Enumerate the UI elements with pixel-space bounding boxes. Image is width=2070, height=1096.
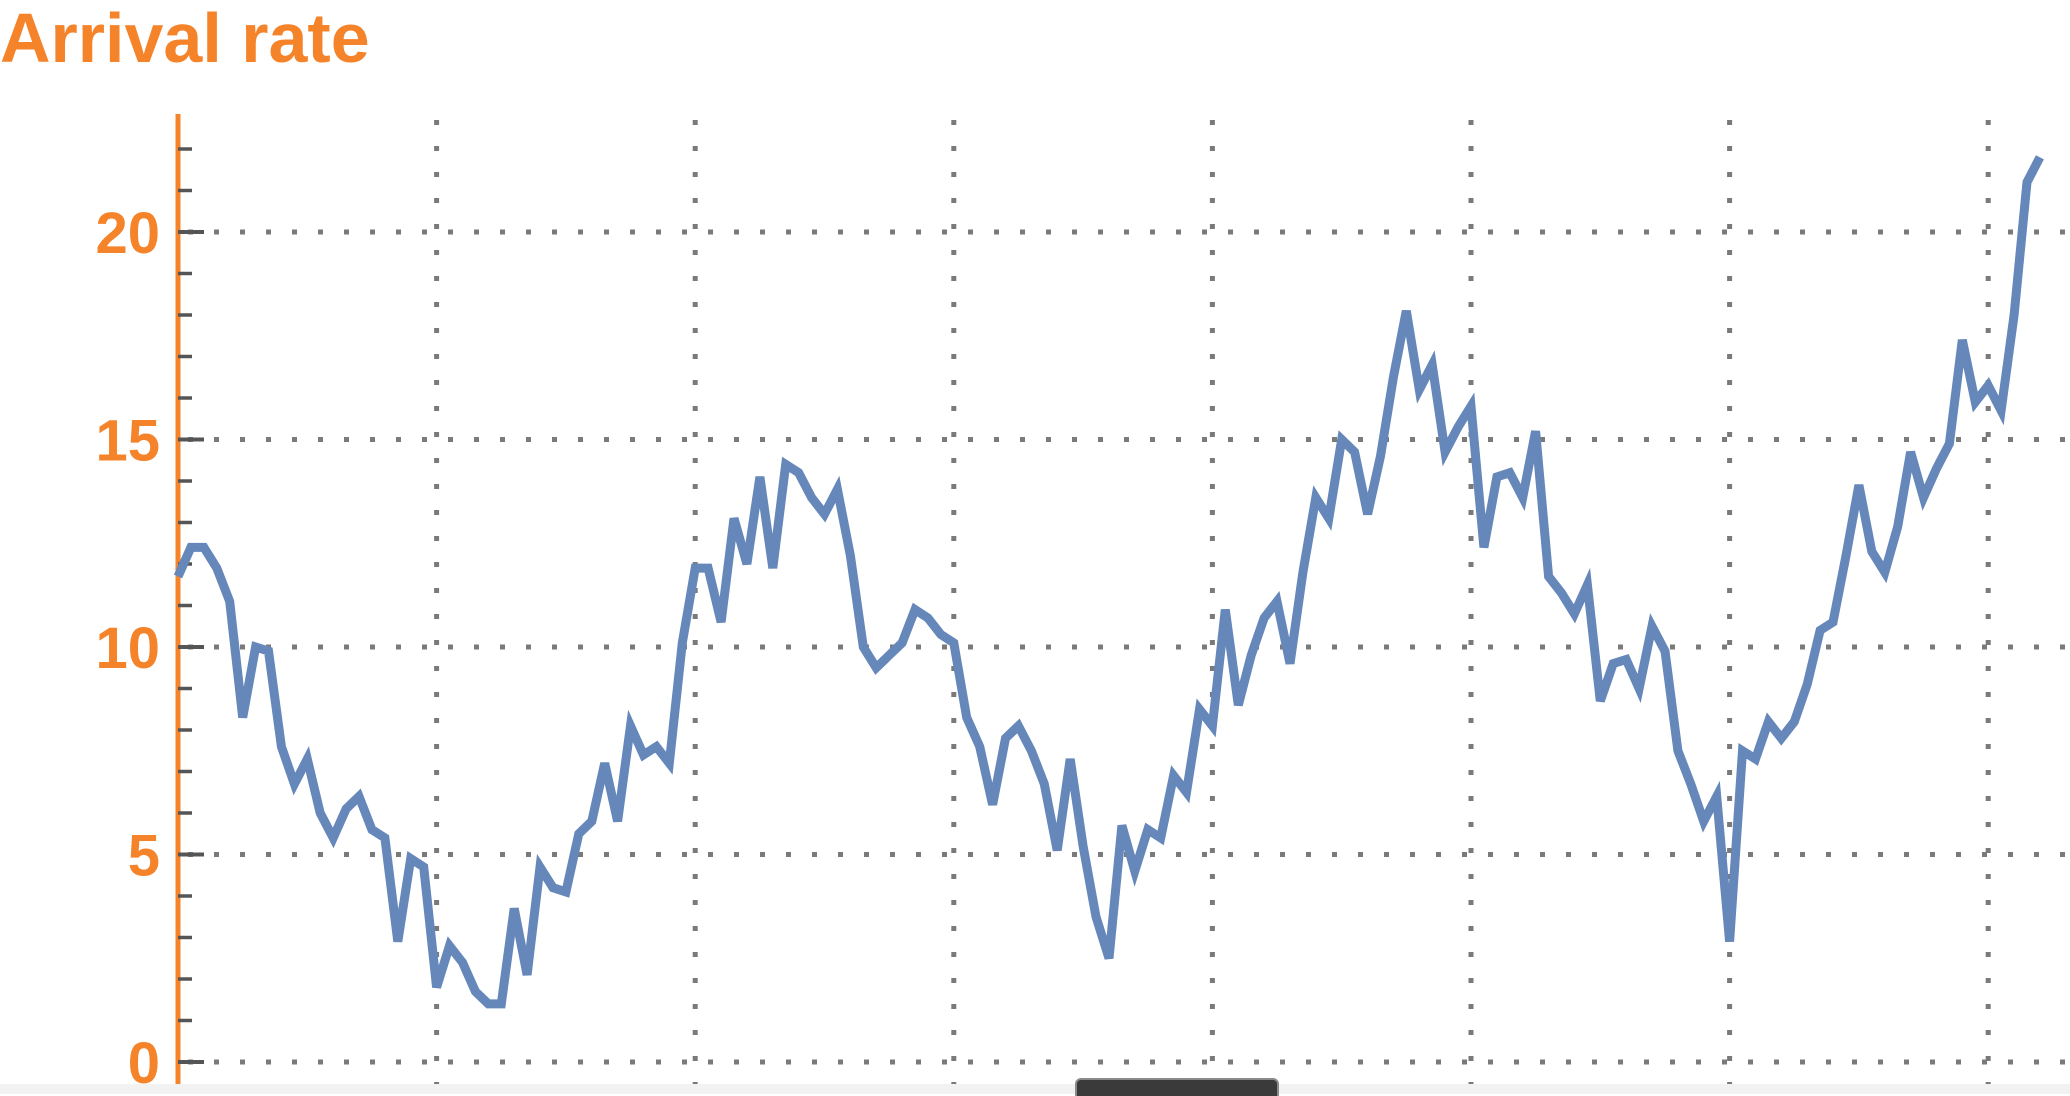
y-tick-label-0: 0	[128, 1031, 160, 1094]
series-layer	[173, 155, 2044, 1009]
y-tick-label-5: 5	[128, 824, 160, 889]
bottom-strip	[0, 1084, 2070, 1094]
chart-title: Arrival rate	[0, 0, 370, 77]
scroll-handle[interactable]	[1075, 1078, 1279, 1096]
grid-lines	[188, 120, 2068, 1084]
y-tick-label-15: 15	[95, 409, 160, 474]
series-line-0	[173, 155, 2044, 1009]
y-tick-label-20: 20	[95, 201, 160, 266]
y-tick-label-10: 10	[95, 616, 160, 681]
y-axis: 0 5 10 15 20	[95, 114, 204, 1094]
